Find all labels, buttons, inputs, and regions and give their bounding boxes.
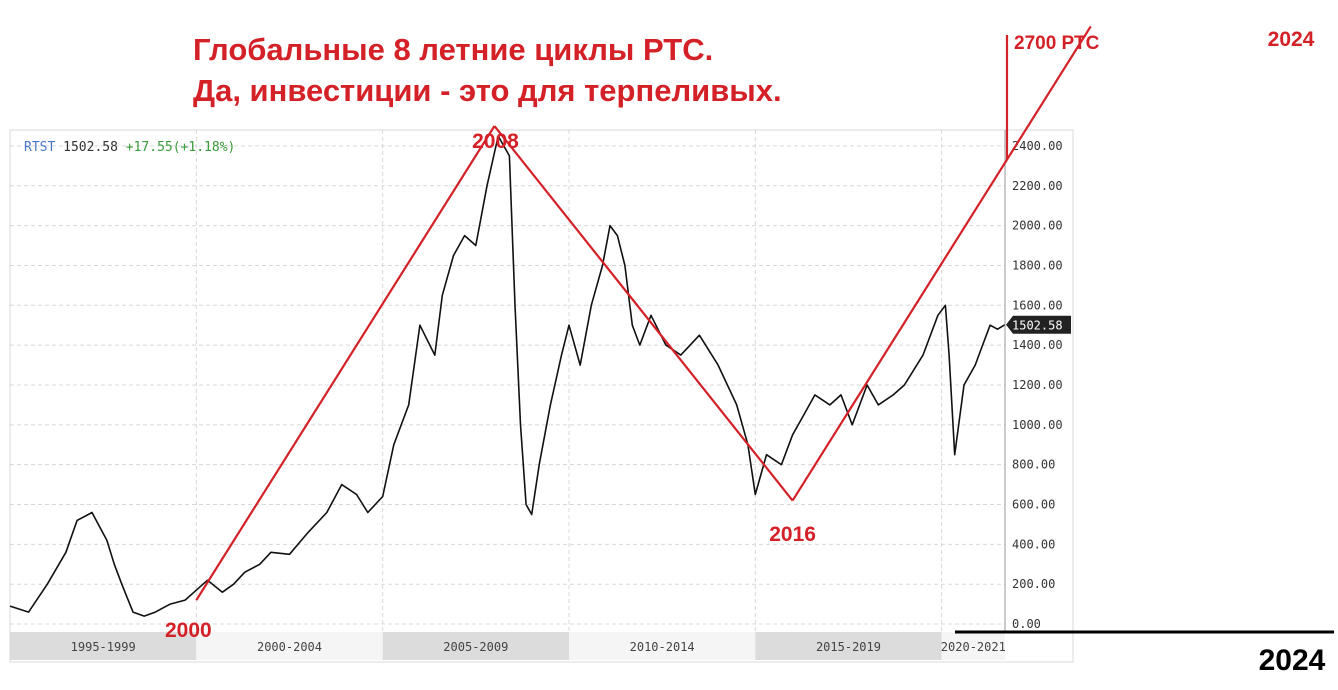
period-band — [755, 632, 942, 660]
period-band — [941, 632, 1005, 660]
period-band — [382, 632, 569, 660]
y-tick-label: 600.00 — [1012, 498, 1055, 512]
y-tick-label: 1200.00 — [1012, 378, 1063, 392]
period-label: 2000-2004 — [257, 640, 322, 654]
cycle-line-up-2000-2008 — [195, 125, 496, 601]
y-tick-label: 2000.00 — [1012, 219, 1063, 233]
ticker-change: +17.55 — [126, 140, 173, 155]
period-label: 2015-2019 — [816, 640, 881, 654]
ticker-change-pct: (+1.18%) — [173, 140, 236, 155]
last-price-badge-text: 1502.58 — [1012, 319, 1063, 333]
cycle-line-down-2008-2016 — [493, 125, 794, 502]
period-band — [568, 632, 756, 660]
headline-line-2: Да, инвестиции - это для терпеливых. — [193, 73, 782, 108]
y-tick-label: 0.00 — [1012, 617, 1041, 631]
period-label: 2020-2021 — [941, 640, 1006, 654]
cycle-label-2008: 2008 — [472, 130, 519, 153]
y-tick-label: 2200.00 — [1012, 179, 1063, 193]
cycle-label-2000: 2000 — [165, 619, 212, 642]
target-label-2700: 2700 РТС — [1014, 33, 1100, 54]
period-band — [196, 632, 383, 660]
y-tick-label: 2400.00 — [1012, 139, 1063, 153]
last-price-badge — [1006, 315, 1071, 334]
headline-line-1: Глобальные 8 летние циклы РТС. — [193, 32, 714, 67]
ticker-symbol: RTST — [24, 140, 63, 155]
cycle-label-2024: 2024 — [1268, 28, 1315, 51]
period-label: 1995-1999 — [71, 640, 136, 654]
y-tick-label: 1400.00 — [1012, 338, 1063, 352]
y-tick-label: 400.00 — [1012, 537, 1055, 551]
y-tick-label: 800.00 — [1012, 458, 1055, 472]
period-label: 2005-2009 — [443, 640, 508, 654]
axis-label-2024: 2024 — [1259, 644, 1326, 677]
period-band — [10, 632, 197, 660]
y-tick-label: 200.00 — [1012, 577, 1055, 591]
ticker-legend: RTST 1502.58 +17.55(+1.18%) — [24, 140, 235, 155]
cycle-line-up-2016-2024 — [791, 25, 1092, 502]
period-label: 2010-2014 — [630, 640, 695, 654]
y-tick-label: 1600.00 — [1012, 298, 1063, 312]
y-tick-label: 1800.00 — [1012, 258, 1063, 272]
y-tick-label: 1000.00 — [1012, 418, 1063, 432]
price-series-line — [9, 135, 1006, 617]
plot-panel — [9, 129, 1074, 663]
cycle-label-2016: 2016 — [769, 523, 816, 546]
ticker-last: 1502.58 — [63, 140, 126, 155]
